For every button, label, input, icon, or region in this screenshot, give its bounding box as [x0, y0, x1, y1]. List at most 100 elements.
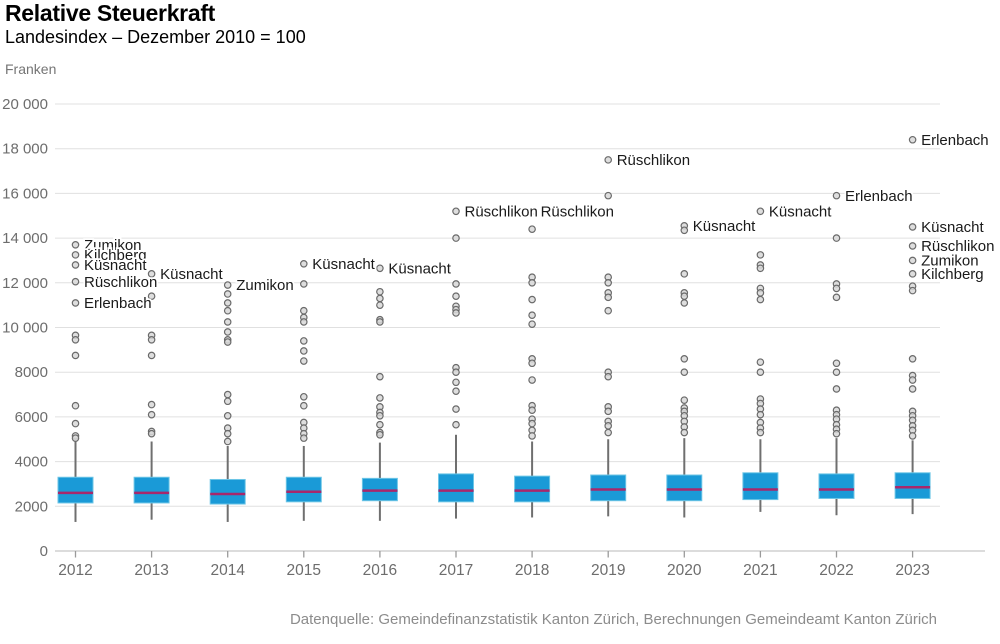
outlier-point [756, 358, 765, 366]
outlier-point [680, 299, 689, 307]
outlier-point [223, 281, 232, 289]
box-2023 [894, 472, 931, 499]
outlier-point [299, 260, 308, 268]
outlier-label-rüschlikon: Rüschlikon [84, 274, 157, 291]
outlier-point [528, 278, 536, 287]
outlier-point [223, 437, 232, 446]
box-2018 [514, 475, 551, 503]
outlier-point [832, 359, 841, 368]
outlier-point [528, 419, 536, 428]
outlier-point [376, 430, 384, 439]
outlier-point [376, 394, 384, 402]
outlier-point [452, 309, 460, 317]
outlier-point [756, 289, 765, 297]
box-2022 [818, 473, 855, 499]
outlier-point [604, 407, 613, 416]
outlier-point [71, 241, 80, 249]
x-tick-label-2018: 2018 [515, 562, 549, 579]
outlier-point [299, 347, 308, 355]
outlier-point [452, 234, 460, 242]
outlier-point [756, 207, 765, 216]
outlier-point [756, 428, 765, 437]
y-tick-label: 2000 [15, 498, 48, 515]
outlier-point [680, 396, 689, 404]
outlier-point [680, 226, 689, 235]
outlier-point [71, 401, 80, 410]
outlier-point [147, 351, 156, 360]
outlier-point [908, 242, 917, 250]
outlier-point [452, 378, 460, 387]
outlier-point [71, 261, 80, 269]
outlier-label-küsnacht: Küsnacht [921, 219, 984, 236]
outlier-point [528, 311, 536, 320]
outlier-point [376, 287, 384, 296]
outlier-point [528, 225, 536, 233]
outlier-point [756, 295, 765, 304]
outlier-point [604, 372, 613, 381]
outlier-point [680, 292, 689, 301]
outlier-point [223, 390, 232, 399]
outlier-point [223, 411, 232, 420]
outlier-label-zumikon: Zumikon [84, 237, 142, 254]
outlier-point [223, 290, 232, 298]
box-2014 [209, 478, 246, 505]
x-tick-label-2014: 2014 [210, 562, 245, 579]
outlier-point [604, 422, 613, 430]
outlier-point [376, 318, 384, 326]
outlier-point [71, 299, 80, 307]
outlier-point [376, 372, 384, 381]
x-tick-label-2012: 2012 [58, 562, 92, 579]
outlier-point [908, 223, 917, 231]
box-2021 [742, 472, 779, 501]
page-title: Relative Steuerkraft [5, 0, 216, 26]
outlier-point [376, 294, 384, 303]
outlier-point [604, 191, 613, 200]
outlier-point [832, 284, 841, 293]
outlier-point [832, 429, 841, 438]
outlier-point [223, 318, 232, 326]
x-tick-label-2015: 2015 [287, 562, 321, 579]
outlier-label-zumikon: Zumikon [921, 253, 979, 270]
outlier-point [452, 280, 460, 288]
outlier-point [832, 368, 841, 377]
outlier-point [299, 357, 308, 365]
y-tick-label: 0 [40, 543, 48, 560]
outlier-point [299, 318, 308, 326]
outlier-label-rüschlikon: Rüschlikon [921, 238, 994, 255]
outlier-point [452, 420, 460, 429]
outlier-point [71, 335, 80, 344]
data-source-note: Datenquelle: Gemeindefinanzstatistik Kan… [289, 611, 937, 628]
outlier-point [680, 270, 689, 278]
y-tick-label: 16 000 [2, 185, 48, 202]
outlier-point [299, 392, 308, 401]
outlier-point [147, 429, 156, 438]
outlier-point [376, 301, 384, 309]
outlier-label-rüschlikon: Rüschlikon [617, 152, 690, 169]
y-tick-label: 10 000 [2, 320, 48, 337]
outlier-point [299, 280, 308, 288]
outlier-point [756, 368, 765, 377]
outlier-point [528, 320, 536, 328]
outlier-label-erlenbach: Erlenbach [84, 295, 152, 312]
outlier-point [147, 292, 156, 301]
x-tick-label-2013: 2013 [134, 562, 168, 579]
outlier-point [71, 434, 80, 442]
outlier-point [832, 191, 841, 200]
outlier-point [756, 410, 765, 419]
outlier-point [452, 207, 460, 216]
y-tick-label: 12 000 [2, 275, 48, 292]
outlier-point [223, 328, 232, 336]
outlier-label-küsnacht: Küsnacht [84, 257, 147, 274]
outlier-point [147, 400, 156, 409]
outlier-point [71, 419, 80, 428]
y-tick-label: 6000 [15, 409, 48, 426]
outlier-point [452, 292, 460, 301]
outlier-point [908, 135, 917, 144]
outlier-point [376, 264, 384, 273]
outlier-label-rüschlikon: Rüschlikon [541, 203, 614, 220]
outlier-point [376, 411, 384, 420]
outlier-point [680, 368, 689, 377]
box-2012 [57, 476, 94, 504]
y-tick-label: 8000 [15, 364, 48, 381]
